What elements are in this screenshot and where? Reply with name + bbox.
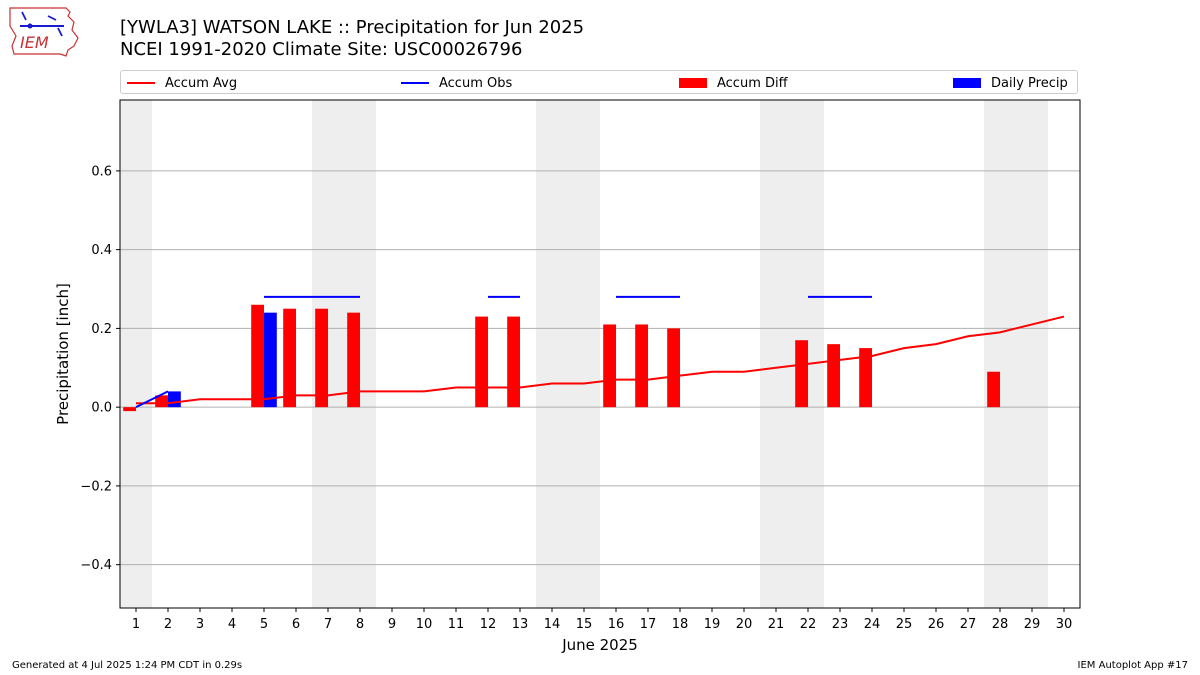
y-tick-label: 0.2	[91, 322, 112, 337]
y-axis-label: Precipitation [inch]	[54, 283, 72, 425]
x-tick-label: 27	[960, 617, 977, 632]
y-tick-label: 0.6	[91, 164, 112, 179]
legend-swatch-daily	[953, 78, 981, 88]
x-tick-label: 19	[704, 617, 721, 632]
accum-diff-bar	[123, 407, 136, 412]
x-tick-label: 6	[292, 617, 300, 632]
iem-logo: IEM	[9, 7, 79, 57]
logo-text: IEM	[20, 33, 49, 52]
x-tick-label: 22	[800, 617, 817, 632]
x-tick-label: 26	[928, 617, 945, 632]
x-tick-label: 24	[864, 617, 881, 632]
x-tick-label: 11	[448, 617, 465, 632]
title-line-1: [YWLA3] WATSON LAKE :: Precipitation for…	[120, 17, 585, 38]
x-tick-label: 1	[132, 617, 140, 632]
weekend-band-2	[536, 100, 600, 608]
weekend-band-0	[120, 100, 152, 608]
legend-swatch-diff	[679, 78, 707, 88]
x-tick-label: 5	[260, 617, 268, 632]
accum-diff-bar	[667, 328, 680, 408]
accum-diff-bar	[827, 344, 840, 408]
x-tick-label: 10	[416, 617, 433, 632]
legend-daily-precip: Daily Precip	[953, 74, 1068, 92]
x-axis-label: June 2025	[561, 636, 638, 654]
chart-title: [YWLA3] WATSON LAKE :: Precipitation for…	[120, 17, 584, 61]
accum-diff-bar	[347, 312, 360, 408]
x-tick-label: 8	[356, 617, 364, 632]
x-tick-label: 13	[512, 617, 529, 632]
legend-label-daily: Daily Precip	[991, 75, 1068, 91]
footer-app: IEM Autoplot App #17	[1077, 660, 1188, 671]
x-tick-label: 14	[544, 617, 561, 632]
footer-generated: Generated at 4 Jul 2025 1:24 PM CDT in 0…	[12, 660, 243, 671]
accum-diff-bar	[283, 308, 296, 408]
legend-swatch-avg	[127, 82, 155, 84]
weekend-band-3	[760, 100, 824, 608]
y-tick-label: −0.4	[80, 558, 112, 573]
accum-diff-bar	[315, 308, 328, 408]
accum-diff-bar	[251, 304, 264, 408]
x-tick-label: 30	[1056, 617, 1073, 632]
legend-accum-obs: Accum Obs	[401, 74, 512, 92]
title-line-2: NCEI 1991-2020 Climate Site: USC00026796	[120, 39, 523, 60]
x-tick-label: 3	[196, 617, 204, 632]
accum-diff-bar	[795, 340, 808, 408]
accum-diff-bar	[859, 348, 872, 408]
x-tick-label: 2	[164, 617, 172, 632]
x-tick-label: 23	[832, 617, 849, 632]
accum-diff-bar	[603, 324, 616, 408]
x-tick-label: 21	[768, 617, 785, 632]
x-tick-label: 9	[388, 617, 396, 632]
y-tick-label: −0.2	[80, 479, 112, 494]
plot-frame	[119, 99, 1081, 609]
accum-diff-bar	[155, 395, 168, 408]
accum-diff-bar	[635, 324, 648, 408]
x-tick-label: 15	[576, 617, 593, 632]
y-tick-label: 0.0	[91, 401, 112, 416]
x-tick-label: 20	[736, 617, 753, 632]
x-tick-label: 29	[1024, 617, 1041, 632]
legend-label-obs: Accum Obs	[439, 75, 513, 91]
x-tick-label: 18	[672, 617, 689, 632]
x-tick-label: 4	[228, 617, 236, 632]
x-tick-label: 25	[896, 617, 913, 632]
x-tick-label: 28	[992, 617, 1009, 632]
weekend-band-4	[984, 100, 1048, 608]
x-tick-label: 17	[640, 617, 657, 632]
chart-legend: Accum Avg Accum Obs Accum Diff Daily Pre…	[120, 70, 1078, 94]
legend-label-avg: Accum Avg	[165, 75, 238, 91]
accum-obs-segment	[135, 390, 169, 409]
legend-swatch-obs	[401, 82, 429, 84]
accum-diff-bar	[475, 316, 488, 408]
daily-precip-bar	[168, 391, 181, 408]
daily-precip-bar	[264, 312, 277, 408]
accum-avg-line	[136, 315, 1065, 405]
legend-label-diff: Accum Diff	[717, 75, 788, 91]
legend-accum-diff: Accum Diff	[679, 74, 788, 92]
x-tick-label: 12	[480, 617, 497, 632]
legend-accum-avg: Accum Avg	[127, 74, 237, 92]
x-tick-label: 7	[324, 617, 332, 632]
accum-diff-bar	[987, 371, 1000, 408]
accum-diff-bar	[507, 316, 520, 408]
y-tick-label: 0.4	[91, 243, 112, 258]
x-tick-label: 16	[608, 617, 625, 632]
